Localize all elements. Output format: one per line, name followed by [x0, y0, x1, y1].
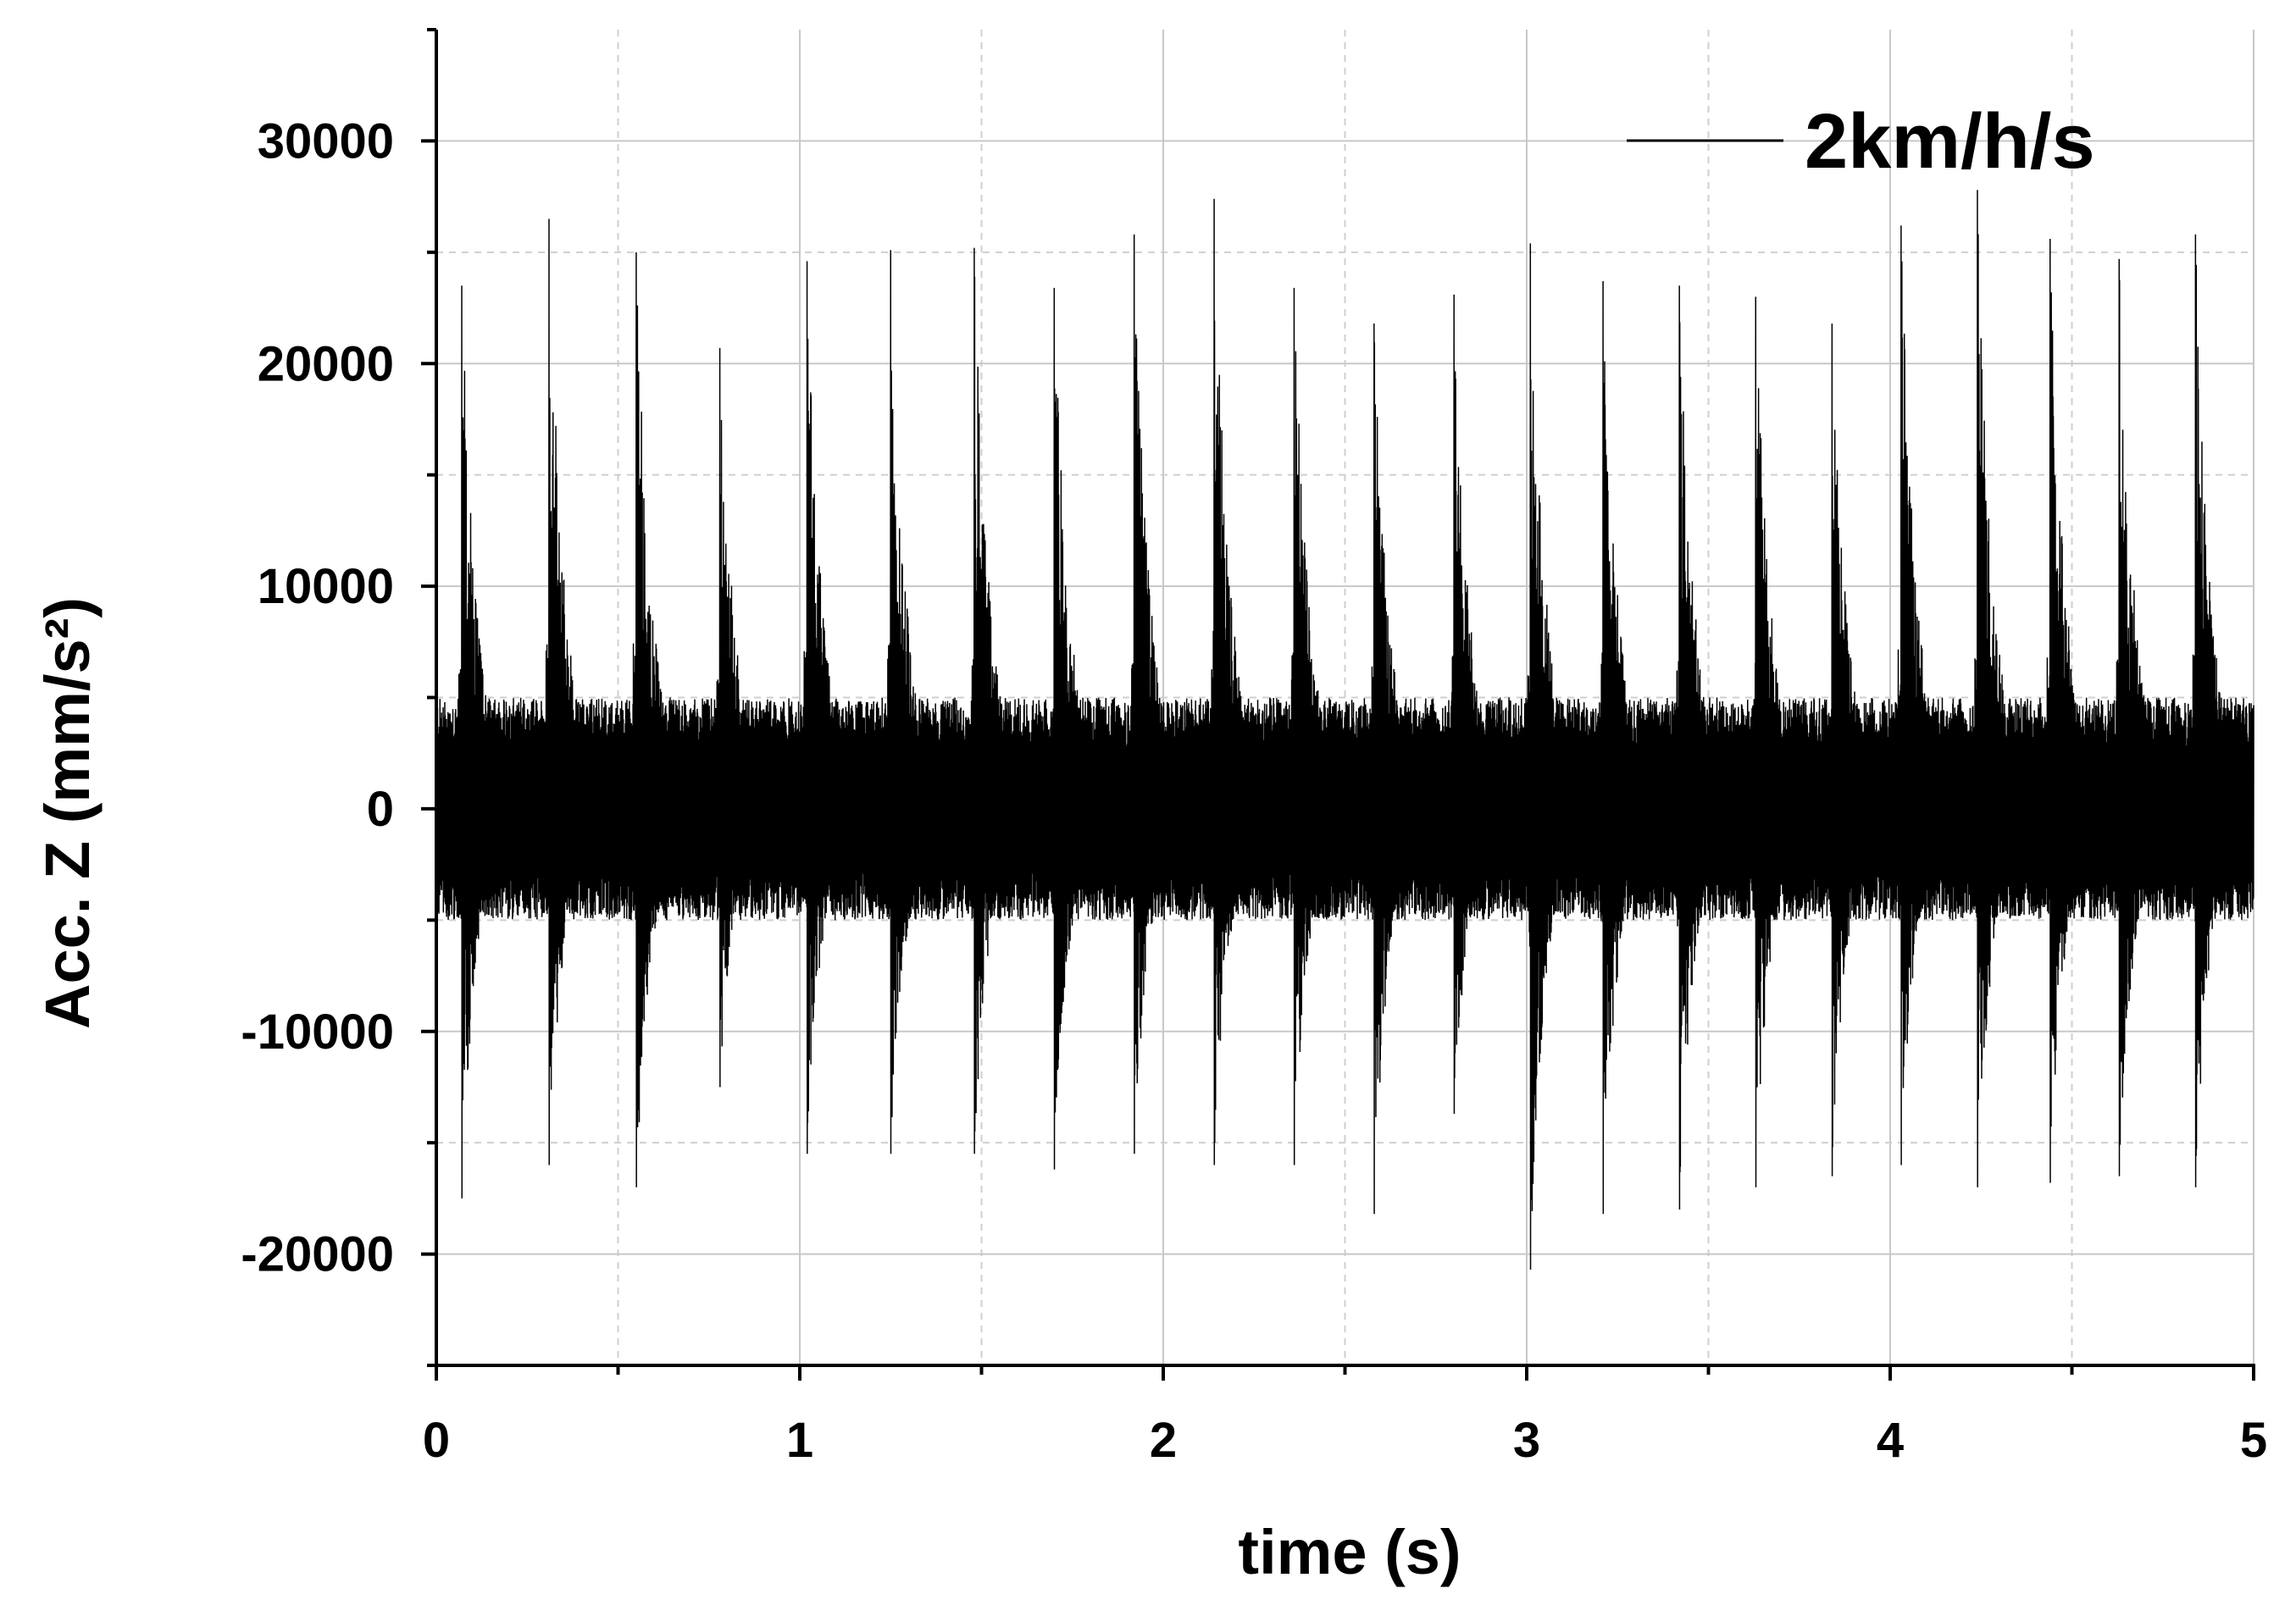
legend: 2km/h/s [1627, 98, 2095, 185]
y-axis-title: Acc. Z (mm/s²) [32, 597, 103, 1029]
x-tick-label: 0 [423, 1413, 450, 1468]
y-tick-label: -10000 [241, 1005, 394, 1060]
x-tick-label: 3 [1513, 1413, 1540, 1468]
y-tick-label: 20000 [258, 336, 394, 391]
series-line [435, 190, 2254, 1270]
x-tick-label: 5 [2240, 1413, 2267, 1468]
grid [436, 30, 2254, 1365]
x-tick-label: 1 [786, 1413, 813, 1468]
y-tick-label: 10000 [258, 559, 394, 614]
tick-labels: 0 1 2 3 4 5 -20000 -10000 0 10000 20000 30000 [241, 113, 2267, 1468]
signal-trace [435, 190, 2254, 1270]
legend-label: 2km/h/s [1805, 98, 2095, 185]
tick-marks [421, 28, 2255, 1381]
x-axis-title: time (s) [1238, 1517, 1461, 1587]
x-tick-label: 2 [1150, 1413, 1177, 1468]
y-tick-label: 30000 [258, 113, 394, 169]
x-tick-label: 4 [1877, 1413, 1904, 1468]
y-tick-label: -20000 [241, 1227, 394, 1282]
y-tick-label: 0 [367, 782, 394, 837]
